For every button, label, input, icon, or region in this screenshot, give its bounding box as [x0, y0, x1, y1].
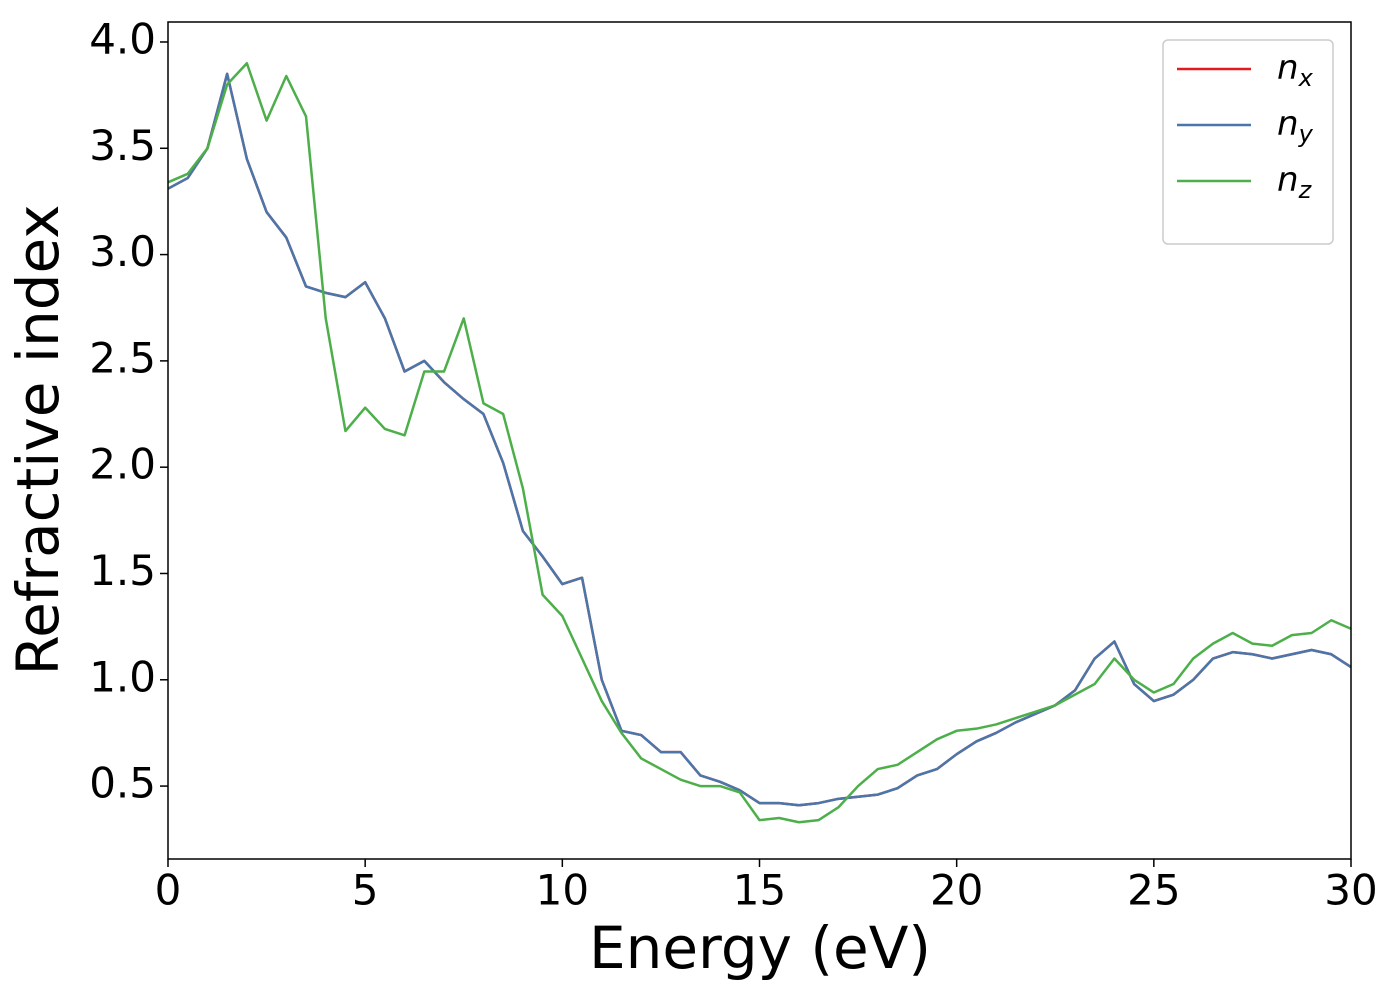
legend-label: nz	[1277, 160, 1313, 205]
legend-box	[1162, 39, 1334, 245]
x-tick-label: 30	[1324, 866, 1377, 915]
x-tick-label: 25	[1127, 866, 1180, 915]
y-tick-label: 3.0	[89, 227, 156, 276]
y-tick-label: 2.5	[89, 333, 156, 382]
y-tick-label: 1.0	[89, 652, 156, 701]
y-axis-label: Refractive index	[4, 204, 72, 675]
y-tick-label: 2.0	[89, 440, 156, 489]
y-tick-label: 4.0	[89, 14, 156, 63]
x-tick-label: 10	[536, 866, 589, 915]
x-tick-label: 0	[155, 866, 182, 915]
x-tick-label: 5	[352, 866, 379, 915]
series-line	[167, 72, 1352, 807]
x-tick-label: 20	[930, 866, 983, 915]
y-tick-label: 0.5	[89, 759, 156, 808]
y-tick-label: 1.5	[89, 546, 156, 595]
y-tick-label: 3.5	[89, 121, 156, 170]
legend-label: nx	[1277, 48, 1314, 93]
legend-label: ny	[1277, 104, 1314, 149]
series-line	[167, 61, 1352, 824]
x-axis-label: Energy (eV)	[589, 914, 931, 982]
plot-frame	[167, 21, 1352, 860]
x-tick-label: 15	[733, 866, 786, 915]
